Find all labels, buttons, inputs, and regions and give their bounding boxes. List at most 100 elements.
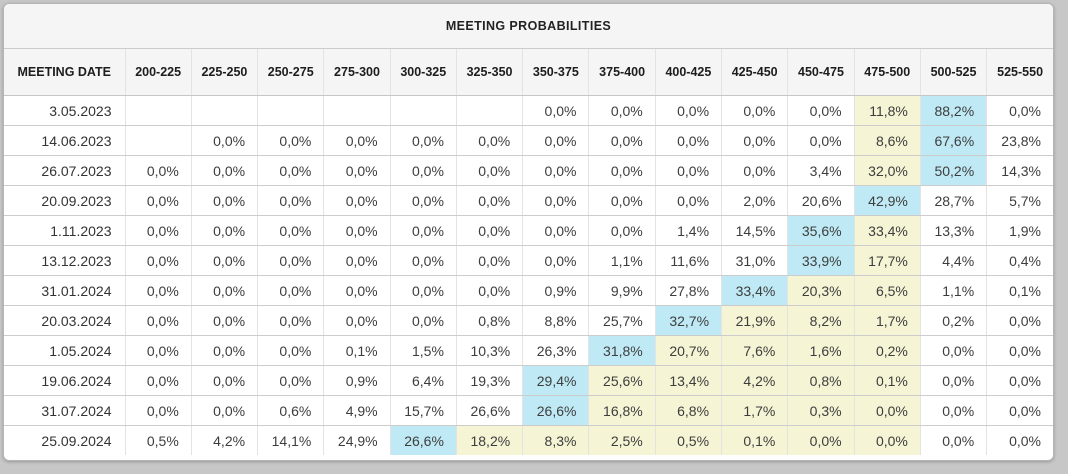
probability-cell: 5,7% — [986, 185, 1053, 216]
probability-cell: 26,3% — [522, 335, 590, 366]
probability-cell: 1,1% — [919, 275, 988, 306]
probability-cell: 26,6% — [389, 425, 457, 456]
table-row: 13.12.2023 0,0% 0,0% 0,0% 0,0% 0,0% 0,0% 0,0% 1,… — [4, 245, 1053, 276]
probability-cell: 0,0% — [455, 125, 524, 156]
probability-cell: 0,5% — [654, 425, 723, 456]
probability-cell — [124, 95, 192, 126]
probability-cell: 0,0% — [787, 95, 855, 126]
probability-cell: 1,4% — [654, 215, 723, 246]
probability-cell: 0,4% — [986, 245, 1053, 276]
meeting-date-cell: 13.12.2023 — [4, 245, 126, 276]
probability-cell: 0,0% — [919, 365, 988, 396]
probability-cell: 0,0% — [721, 155, 789, 186]
column-header-rate-500-525: 500-525 — [919, 48, 988, 96]
probability-cell: 10,3% — [455, 335, 524, 366]
meeting-date-cell: 31.07.2024 — [4, 395, 126, 426]
table-row: 25.09.2024 0,5% 4,2% 14,1% 24,9% 26,6% 18,2% 8,… — [4, 425, 1053, 456]
probability-cell: 0,3% — [787, 395, 855, 426]
probability-cell: 0,0% — [919, 335, 988, 366]
probability-cell: 0,0% — [257, 245, 325, 276]
probability-cell: 0,0% — [257, 275, 325, 306]
column-header-rate-250-275: 250-275 — [257, 48, 325, 96]
probability-cell: 0,0% — [721, 125, 789, 156]
probability-cell: 0,0% — [257, 365, 325, 396]
meeting-date-cell: 3.05.2023 — [4, 95, 126, 126]
probability-cell: 0,0% — [721, 95, 789, 126]
probability-cell: 0,0% — [522, 215, 590, 246]
probability-cell: 0,0% — [522, 95, 590, 126]
probability-cell: 0,0% — [190, 155, 259, 186]
probability-cell: 8,8% — [522, 305, 590, 336]
probability-cell: 0,0% — [190, 305, 259, 336]
column-header-rate-225-250: 225-250 — [190, 48, 259, 96]
probability-cell: 0,0% — [522, 185, 590, 216]
probability-cell: 0,8% — [787, 365, 855, 396]
column-header-rate-300-325: 300-325 — [389, 48, 457, 96]
probability-cell: 0,0% — [190, 215, 259, 246]
probability-cell: 26,6% — [522, 395, 590, 426]
probability-cell: 0,0% — [986, 365, 1053, 396]
probability-cell: 42,9% — [853, 185, 921, 216]
probability-cell: 32,7% — [654, 305, 723, 336]
table-row: 31.01.2024 0,0% 0,0% 0,0% 0,0% 0,0% 0,0% 0,9% 9,… — [4, 275, 1053, 306]
probability-cell: 2,5% — [588, 425, 656, 456]
probability-cell: 15,7% — [389, 395, 457, 426]
probability-cell: 0,0% — [455, 275, 524, 306]
column-header-rate-475-500: 475-500 — [853, 48, 921, 96]
probability-cell: 0,0% — [323, 215, 391, 246]
probability-cell: 1,7% — [853, 305, 921, 336]
probability-cell: 17,7% — [853, 245, 921, 276]
probability-cell: 11,6% — [654, 245, 723, 276]
probability-cell: 0,6% — [257, 395, 325, 426]
probability-cell: 8,2% — [787, 305, 855, 336]
probability-cell: 14,1% — [257, 425, 325, 456]
column-header-rate-275-300: 275-300 — [323, 48, 391, 96]
table-row: 20.03.2024 0,0% 0,0% 0,0% 0,0% 0,0% 0,8% 8,8% 25… — [4, 305, 1053, 336]
probability-cell: 0,0% — [190, 365, 259, 396]
table-row: 1.05.2024 0,0% 0,0% 0,0% 0,1% 1,5% 10,3% 26,3% 3… — [4, 335, 1053, 366]
probability-cell: 14,5% — [721, 215, 789, 246]
probability-cell — [389, 95, 457, 126]
probability-cell: 0,0% — [588, 155, 656, 186]
probability-cell: 13,4% — [654, 365, 723, 396]
probability-cell: 0,0% — [986, 335, 1053, 366]
probability-cell: 24,9% — [323, 425, 391, 456]
probability-cell: 8,6% — [853, 125, 921, 156]
meeting-date-cell: 1.11.2023 — [4, 215, 126, 246]
probability-cell: 19,3% — [455, 365, 524, 396]
probability-cell: 0,0% — [455, 155, 524, 186]
probability-cell: 0,0% — [190, 275, 259, 306]
meeting-date-cell: 26.07.2023 — [4, 155, 126, 186]
probability-cell: 28,7% — [919, 185, 988, 216]
probability-cell: 1,6% — [787, 335, 855, 366]
meeting-date-cell: 1.05.2024 — [4, 335, 126, 366]
probability-cell: 20,7% — [654, 335, 723, 366]
probability-cell: 0,0% — [124, 245, 192, 276]
probability-cell: 32,0% — [853, 155, 921, 186]
probability-cell: 0,0% — [522, 155, 590, 186]
column-header-rate-350-375: 350-375 — [522, 48, 590, 96]
probability-cell: 18,2% — [455, 425, 524, 456]
probability-cell: 0,0% — [986, 95, 1053, 126]
meeting-probabilities-card: MEETING PROBABILITIES MEETING DATE 200-22… — [3, 3, 1054, 461]
probability-cell: 35,6% — [787, 215, 855, 246]
probability-cell: 0,0% — [257, 335, 325, 366]
probability-cell: 0,0% — [190, 395, 259, 426]
probability-cell: 0,0% — [124, 185, 192, 216]
probability-cell: 4,2% — [190, 425, 259, 456]
probability-cell: 7,6% — [721, 335, 789, 366]
probability-cell: 0,0% — [257, 305, 325, 336]
column-header-rate-325-350: 325-350 — [455, 48, 524, 96]
probability-cell: 0,0% — [190, 245, 259, 276]
probability-cell: 0,0% — [455, 185, 524, 216]
probability-cell: 4,4% — [919, 245, 988, 276]
probability-cell: 0,0% — [124, 395, 192, 426]
table-header-row: MEETING DATE 200-225 225-250 250-275 275-300… — [4, 48, 1053, 96]
probability-cell — [323, 95, 391, 126]
probability-cell: 0,0% — [588, 215, 656, 246]
probability-cell: 0,0% — [323, 245, 391, 276]
column-header-meeting-date: MEETING DATE — [4, 48, 126, 96]
probability-cell: 1,1% — [588, 245, 656, 276]
probability-cell: 33,4% — [721, 275, 789, 306]
meeting-date-cell: 20.09.2023 — [4, 185, 126, 216]
